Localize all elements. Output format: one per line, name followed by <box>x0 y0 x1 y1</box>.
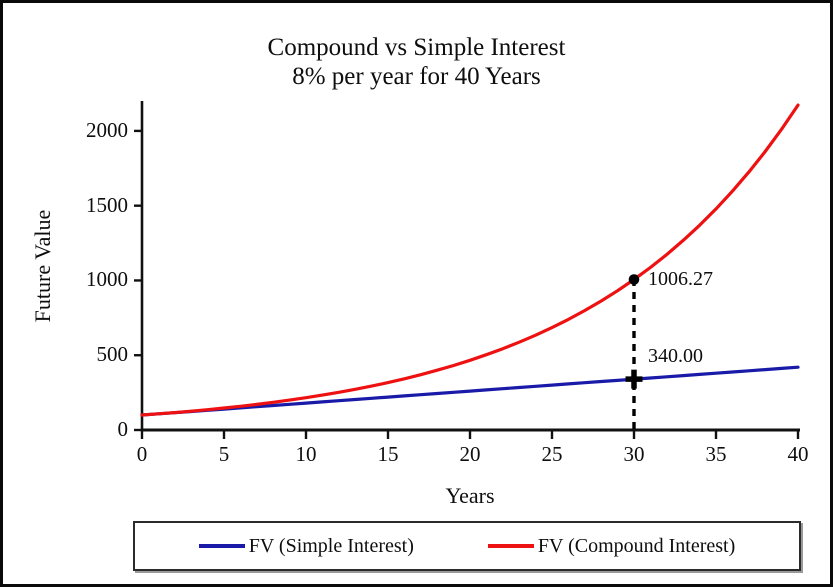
annotation-compound-value: 1006.27 <box>648 267 713 290</box>
annotation-simple-value: 340.00 <box>648 345 703 368</box>
x-tick-label: 30 <box>623 442 645 466</box>
compound-marker-dot <box>628 274 640 285</box>
x-tick-label: 25 <box>541 442 563 466</box>
y-tick-label: 1500 <box>86 192 128 217</box>
x-tick-label: 20 <box>459 442 481 466</box>
legend-label-simple: FV (Simple Interest) <box>248 534 414 557</box>
x-axis-title: Years <box>445 483 495 508</box>
y-tick-label: 0 <box>117 417 129 441</box>
y-tick-label: 2000 <box>86 117 128 142</box>
y-axis-title: Future Value <box>30 209 55 323</box>
x-tick-label: 40 <box>787 442 809 466</box>
plot-svg <box>134 101 800 439</box>
x-tick-label: 0 <box>136 442 148 466</box>
legend-item-compound: FV (Compound Interest) <box>487 534 736 558</box>
chart-subtitle: 8% per year for 40 Years <box>292 63 541 90</box>
simple-interest-line <box>140 365 800 417</box>
x-tick-label: 10 <box>295 442 317 466</box>
legend-item-simple: FV (Simple Interest) <box>198 534 414 558</box>
legend-line-compound-icon <box>487 544 534 548</box>
legend-label-compound: FV (Compound Interest) <box>537 534 736 557</box>
chart-title: Compound vs Simple Interest <box>267 34 566 61</box>
chart-title-block: Compound vs Simple Interest 8% per year … <box>3 33 830 91</box>
x-tick-label: 35 <box>705 442 727 466</box>
compound-interest-line <box>140 103 800 417</box>
y-tick-label: 1000 <box>86 267 128 292</box>
x-tick-label: 5 <box>218 442 230 466</box>
y-tick-label: 500 <box>96 342 129 367</box>
legend-line-simple-icon <box>198 544 245 548</box>
legend-box: FV (Simple Interest) FV (Compound Intere… <box>133 521 801 571</box>
x-tick-label: 15 <box>377 442 399 466</box>
